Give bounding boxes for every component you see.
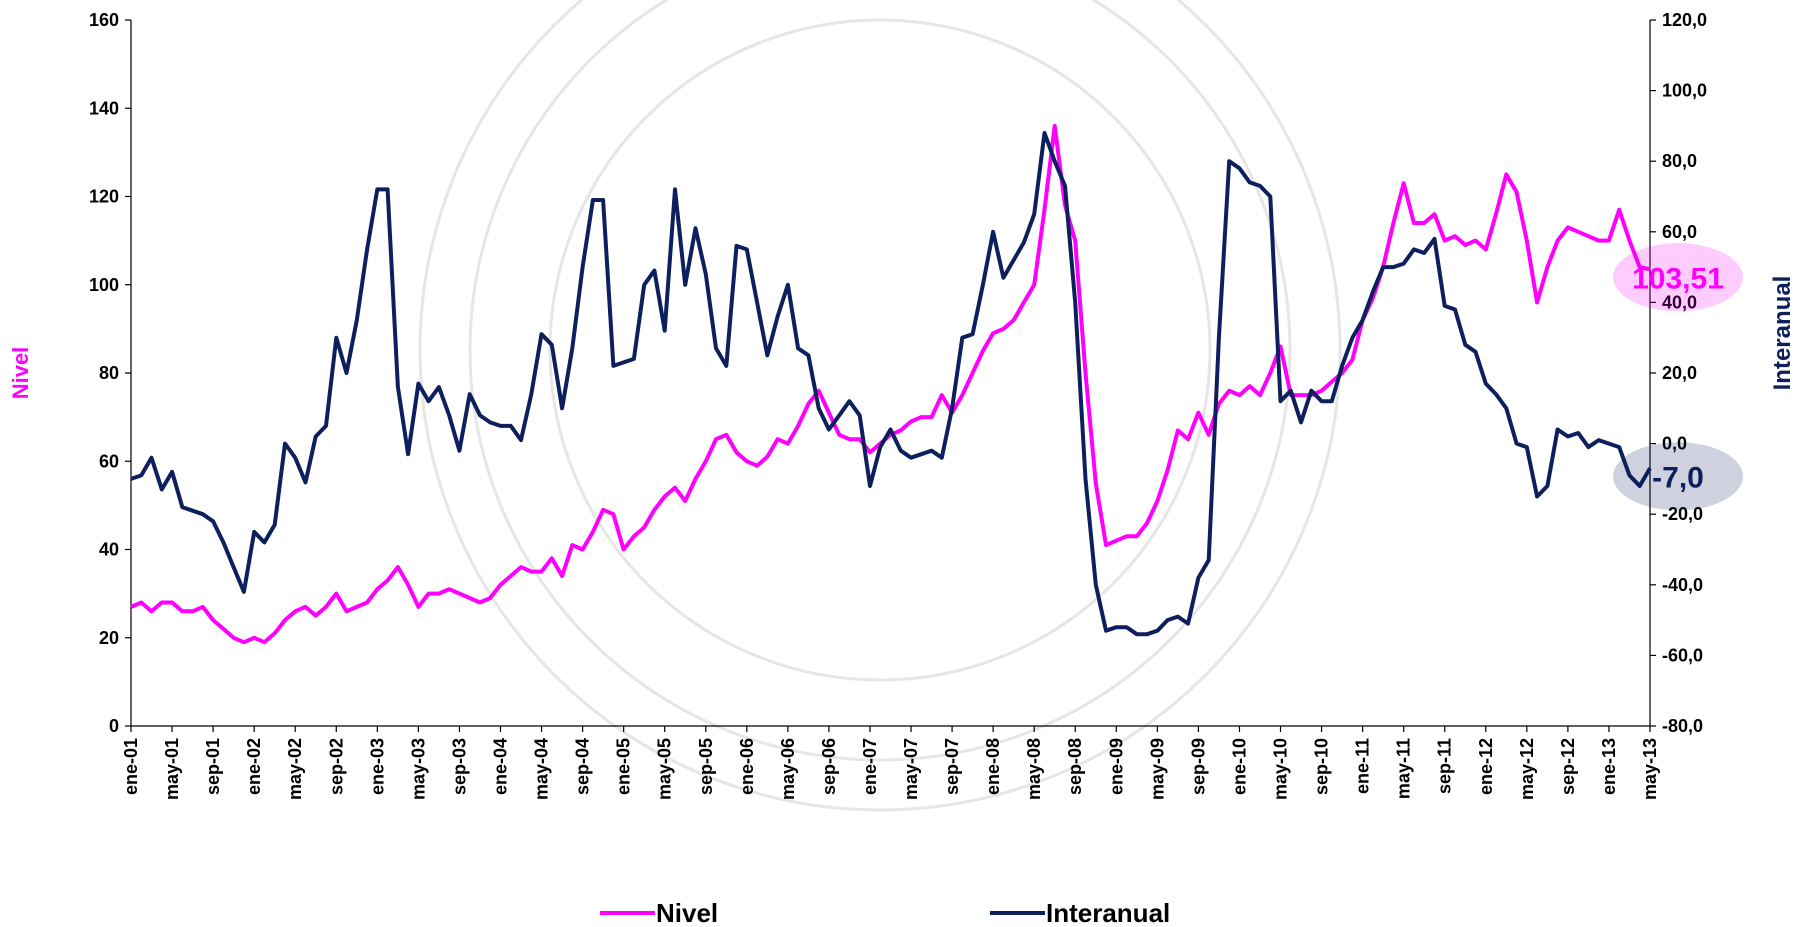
x-tick-label: sep-04 (573, 738, 593, 795)
x-tick-label: ene-03 (367, 738, 387, 795)
y-tick-label: 0 (109, 716, 119, 736)
y2-tick-label: -80,0 (1662, 716, 1703, 736)
x-tick-label: sep-12 (1558, 738, 1578, 795)
x-tick-label: may-09 (1147, 738, 1167, 800)
watermark (418, 0, 1342, 812)
y2-tick-label: 60,0 (1662, 222, 1697, 242)
y2-tick-label: 120,0 (1662, 10, 1707, 30)
x-tick-label: may-13 (1640, 738, 1660, 800)
y-tick-label: 100 (89, 275, 119, 295)
y-tick-label: 160 (89, 10, 119, 30)
y2-tick-label: 100,0 (1662, 81, 1707, 101)
y2-tick-label: -20,0 (1662, 504, 1703, 524)
x-tick-label: ene-02 (244, 738, 264, 795)
y-axis-title: Nivel (8, 347, 33, 400)
x-tick-label: ene-06 (737, 738, 757, 795)
end-label-bubble (1613, 442, 1743, 511)
legend-label: Interanual (1046, 898, 1170, 927)
x-tick-label: ene-05 (614, 738, 634, 795)
series-line (130, 131, 1652, 637)
y2-tick-label: -60,0 (1662, 645, 1703, 665)
y2-tick-label: 20,0 (1662, 363, 1697, 383)
x-tick-label: ene-11 (1353, 738, 1373, 794)
y-tick-label: 140 (89, 98, 119, 118)
x-tick-label: may-11 (1394, 738, 1414, 799)
x-tick-label: may-01 (162, 738, 182, 800)
y2-tick-label: 80,0 (1662, 151, 1697, 171)
x-tick-label: ene-10 (1229, 738, 1249, 795)
x-tick-label: sep-02 (326, 738, 346, 795)
y2-tick-label: 40,0 (1662, 292, 1697, 312)
end-label-bubble (1613, 243, 1743, 312)
x-tick-label: may-05 (655, 738, 675, 800)
y-tick-label: 120 (89, 187, 119, 207)
x-tick-label: ene-07 (860, 738, 880, 795)
y2-tick-label: -40,0 (1662, 575, 1703, 595)
x-tick-label: may-06 (778, 738, 798, 800)
legend-label: Nivel (656, 898, 718, 927)
x-tick-label: ene-12 (1476, 738, 1496, 795)
x-tick-label: sep-03 (449, 738, 469, 795)
x-tick-label: may-04 (532, 738, 552, 800)
x-tick-label: ene-09 (1106, 738, 1126, 795)
series-line (130, 123, 1651, 645)
x-tick-label: ene-13 (1599, 738, 1619, 795)
x-tick-label: may-10 (1271, 738, 1291, 800)
x-tick-label: may-02 (285, 738, 305, 800)
y-tick-label: 20 (99, 628, 119, 648)
x-tick-label: ene-04 (490, 738, 510, 795)
end-label: 103,51 (1632, 262, 1724, 295)
x-tick-label: sep-11 (1435, 738, 1455, 794)
x-tick-label: may-12 (1517, 738, 1537, 800)
y2-axis-title: Interanual (1769, 276, 1796, 391)
x-tick-label: ene-01 (121, 738, 141, 795)
x-tick-label: sep-07 (942, 738, 962, 795)
y-tick-label: 40 (99, 540, 119, 560)
y-tick-label: 60 (99, 451, 119, 471)
x-tick-label: sep-06 (819, 738, 839, 795)
y2-tick-label: 0,0 (1662, 434, 1687, 454)
x-tick-label: may-03 (408, 738, 428, 800)
x-tick-label: may-08 (1024, 738, 1044, 800)
x-tick-label: sep-05 (696, 738, 716, 795)
x-tick-label: may-07 (901, 738, 921, 800)
x-tick-label: sep-01 (203, 738, 223, 795)
x-tick-label: sep-08 (1065, 738, 1085, 795)
x-tick-label: ene-08 (983, 738, 1003, 795)
x-tick-label: sep-09 (1188, 738, 1208, 795)
end-label: -7,0 (1652, 461, 1704, 494)
y-tick-label: 80 (99, 363, 119, 383)
x-tick-label: sep-10 (1312, 738, 1332, 795)
